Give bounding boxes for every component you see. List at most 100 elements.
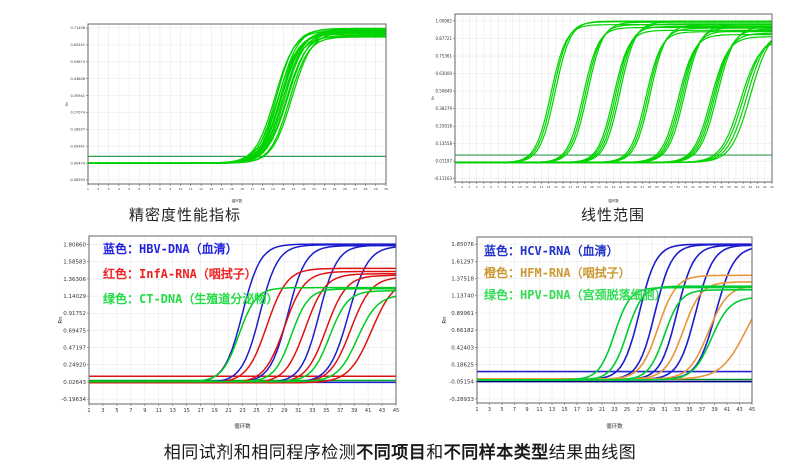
legend-label-ct: 绿色：CT-DNA（生殖道分泌物）	[103, 292, 279, 306]
svg-text:1.85076: 1.85076	[451, 242, 474, 248]
svg-text:10: 10	[518, 185, 522, 189]
svg-text:25: 25	[624, 407, 630, 413]
svg-text:8: 8	[505, 185, 507, 189]
svg-text:45: 45	[393, 408, 399, 414]
svg-text:3: 3	[108, 187, 110, 191]
svg-text:6: 6	[490, 185, 492, 189]
svg-text:33: 33	[674, 407, 680, 413]
svg-text:27: 27	[636, 407, 642, 413]
legend-item-hbv: 蓝色：HBV-DNA（血清）	[103, 240, 278, 265]
svg-text:1: 1	[87, 187, 89, 191]
svg-text:1.36306: 1.36306	[63, 277, 86, 283]
svg-text:11: 11	[525, 185, 529, 189]
precision-chart-title: 精密度性能指标	[128, 207, 241, 224]
svg-text:0.87721: 0.87721	[435, 36, 452, 41]
svg-text:4: 4	[476, 185, 478, 189]
svg-text:27: 27	[267, 408, 273, 414]
svg-text:0.00474: 0.00474	[71, 161, 86, 165]
svg-text:39: 39	[351, 408, 357, 414]
svg-text:0.01197: 0.01197	[435, 159, 452, 164]
svg-text:9: 9	[169, 187, 171, 191]
svg-text:-0.05154: -0.05154	[449, 380, 474, 386]
svg-text:3: 3	[469, 185, 471, 189]
svg-text:8: 8	[159, 187, 161, 191]
legend-item-hpv: 绿色：HPV-DNA（宫颈脱落细胞）	[484, 286, 667, 308]
svg-text:1.00082: 1.00082	[435, 18, 452, 23]
svg-text:0.44808: 0.44808	[71, 77, 85, 81]
svg-text:0.63000: 0.63000	[435, 71, 452, 76]
svg-text:0.38279: 0.38279	[435, 106, 452, 111]
svg-text:28: 28	[648, 185, 652, 189]
svg-text:19: 19	[211, 408, 217, 414]
svg-text:23: 23	[611, 407, 617, 413]
svg-text:25: 25	[626, 185, 630, 189]
svg-text:29: 29	[655, 185, 659, 189]
svg-text:15: 15	[554, 185, 558, 189]
caption-segment: 结果曲线图	[548, 443, 637, 462]
svg-text:1.80860: 1.80860	[63, 243, 86, 249]
svg-text:22: 22	[302, 187, 306, 191]
svg-text:23: 23	[612, 185, 616, 189]
svg-text:0.91752: 0.91752	[63, 311, 86, 317]
svg-text:39: 39	[711, 407, 717, 413]
legend-item-hcv: 蓝色：HCV-RNA（血清）	[484, 242, 667, 264]
svg-text:2: 2	[97, 187, 99, 191]
svg-text:28: 28	[364, 187, 368, 191]
svg-text:17: 17	[568, 185, 572, 189]
svg-text:33: 33	[684, 185, 688, 189]
svg-text:Rn: Rn	[442, 316, 448, 324]
svg-text:17: 17	[574, 407, 580, 413]
svg-text:45: 45	[770, 185, 774, 189]
svg-text:21: 21	[292, 187, 296, 191]
svg-text:18: 18	[261, 187, 265, 191]
svg-text:25: 25	[333, 187, 337, 191]
linear-range-chart-panel: 1 2 3 4 5 6 7 8 9 10 11 12 13 14 15 16 17 18 19 20 21 22 23 24 2…	[428, 6, 778, 204]
svg-text:31: 31	[669, 185, 673, 189]
linear-range-chart: 1 2 3 4 5 6 7 8 9 10 11 12 13 14 15 16 17 18 19 20 21 22 23 24 2…	[431, 13, 774, 203]
svg-text:0.50640: 0.50640	[435, 88, 452, 93]
svg-text:1.14029: 1.14029	[63, 294, 86, 300]
svg-text:2: 2	[461, 185, 463, 189]
multi-target-chart-panel: 1 3 5 7 9 11 13 15 17 19 21 23 25 27 29 31 33 35 37 39 41 43 4…	[58, 232, 406, 430]
svg-text:16: 16	[240, 187, 244, 191]
svg-text:11: 11	[189, 187, 193, 191]
svg-text:43: 43	[756, 185, 760, 189]
svg-text:0.62541: 0.62541	[71, 43, 85, 47]
svg-text:25: 25	[253, 408, 259, 414]
svg-text:17: 17	[250, 187, 254, 191]
svg-text:29: 29	[374, 187, 378, 191]
svg-text:0.35941: 0.35941	[71, 94, 85, 98]
multi-target-chart: 1 3 5 7 9 11 13 15 17 19 21 23 25 27 29 31 33 35 37 39 41 43 4…	[58, 235, 399, 430]
precision-chart: 1 2 3 4 5 6 7 8 9 10 11 12 13 14 15 16 17 18 19 20 21 22 23 24 2…	[65, 23, 388, 203]
svg-text:45: 45	[749, 407, 755, 413]
legend-label-infa: 红色：InfA-RNA（咽拭子）	[103, 267, 257, 281]
multi-sample-legend: 蓝色：HCV-RNA（血清） 橙色：HFM-RNA（咽拭子） 绿色：HPV-DN…	[484, 242, 667, 308]
legend-item-hfm: 橙色：HFM-RNA（咽拭子）	[484, 264, 667, 286]
svg-text:41: 41	[724, 407, 730, 413]
svg-text:循环数: 循环数	[234, 422, 251, 430]
svg-text:40: 40	[734, 185, 738, 189]
svg-text:41: 41	[365, 408, 371, 414]
svg-text:26: 26	[633, 185, 637, 189]
svg-text:7: 7	[513, 407, 516, 413]
svg-text:1.37518: 1.37518	[451, 277, 474, 283]
svg-text:0.24920: 0.24920	[63, 363, 86, 369]
svg-text:0.42403: 0.42403	[451, 345, 474, 351]
svg-text:13: 13	[209, 187, 213, 191]
svg-text:19: 19	[583, 185, 587, 189]
svg-text:Rn: Rn	[65, 102, 69, 107]
svg-text:13: 13	[170, 408, 176, 414]
svg-text:循环数: 循环数	[232, 198, 243, 203]
svg-text:10: 10	[179, 187, 183, 191]
svg-text:34: 34	[691, 185, 695, 189]
svg-text:24: 24	[619, 185, 623, 189]
svg-text:15: 15	[230, 187, 234, 191]
caption-segment: 相同试剂和相同程序检测	[163, 443, 357, 462]
svg-text:Rn: Rn	[431, 96, 435, 101]
svg-text:7: 7	[497, 185, 499, 189]
svg-text:0.13558: 0.13558	[435, 141, 452, 146]
svg-text:39: 39	[727, 185, 731, 189]
svg-text:9: 9	[512, 185, 514, 189]
svg-text:33: 33	[309, 408, 315, 414]
svg-text:循环数: 循环数	[606, 422, 623, 430]
